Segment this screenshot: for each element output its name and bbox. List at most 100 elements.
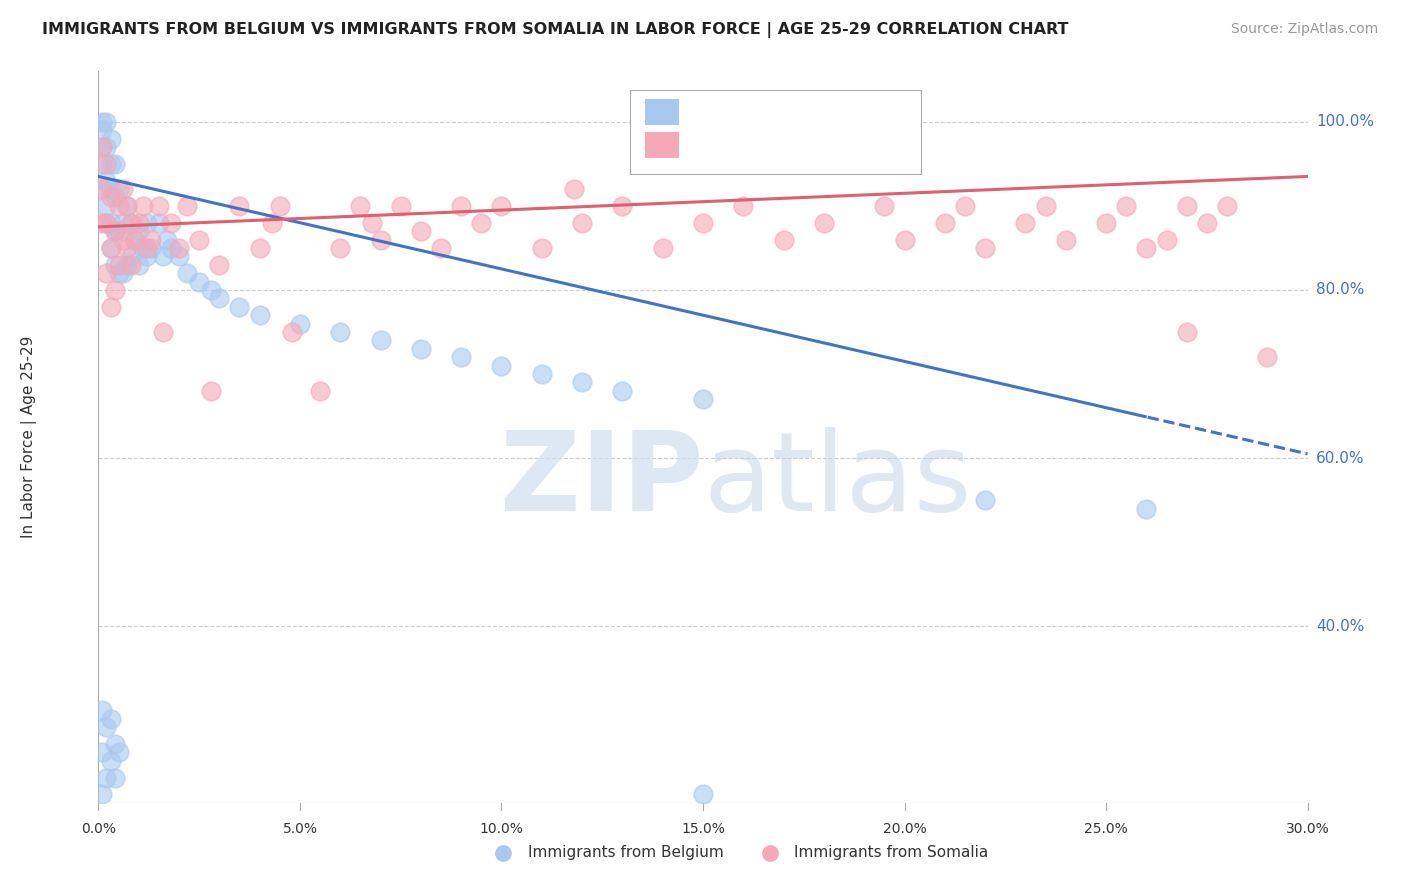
Point	[571, 376, 593, 390]
Point	[135, 241, 157, 255]
Point	[120, 249, 142, 263]
Point	[200, 283, 222, 297]
Point	[91, 745, 114, 759]
Point	[100, 712, 122, 726]
FancyBboxPatch shape	[645, 99, 679, 125]
Point	[160, 216, 183, 230]
Point	[188, 233, 211, 247]
Point	[450, 199, 472, 213]
Point	[692, 216, 714, 230]
Point	[103, 771, 125, 785]
Text: 30.0%: 30.0%	[1285, 822, 1330, 836]
Point	[1014, 216, 1036, 230]
Point	[128, 258, 150, 272]
Point	[249, 241, 271, 255]
Point	[120, 216, 142, 230]
Point	[111, 266, 134, 280]
Point	[1135, 501, 1157, 516]
Point	[115, 258, 138, 272]
Point	[124, 233, 146, 247]
Point	[370, 233, 392, 247]
Point	[409, 224, 432, 238]
Text: IMMIGRANTS FROM BELGIUM VS IMMIGRANTS FROM SOMALIA IN LABOR FORCE | AGE 25-29 CO: IMMIGRANTS FROM BELGIUM VS IMMIGRANTS FR…	[42, 22, 1069, 38]
Point	[208, 258, 231, 272]
Point	[1175, 199, 1198, 213]
Point	[103, 190, 125, 204]
Point	[1135, 241, 1157, 255]
Point	[692, 392, 714, 407]
Point	[107, 266, 129, 280]
Point	[103, 157, 125, 171]
Point	[1054, 233, 1077, 247]
Point	[1216, 199, 1239, 213]
Point	[96, 216, 118, 230]
Point	[103, 258, 125, 272]
Text: 60.0%: 60.0%	[1316, 450, 1364, 466]
Point	[100, 300, 122, 314]
Point	[152, 249, 174, 263]
Point	[91, 123, 114, 137]
Text: 40.0%: 40.0%	[1316, 619, 1364, 633]
Point	[100, 754, 122, 768]
Point	[893, 233, 915, 247]
FancyBboxPatch shape	[630, 90, 921, 174]
Point	[96, 266, 118, 280]
Point	[562, 182, 585, 196]
Point	[91, 157, 114, 171]
Point	[176, 266, 198, 280]
Point	[281, 325, 304, 339]
Point	[1256, 350, 1278, 364]
Point	[96, 174, 118, 188]
Point	[813, 216, 835, 230]
Point	[100, 216, 122, 230]
Point	[1035, 199, 1057, 213]
Point	[612, 199, 634, 213]
Text: R =  0.071  N = 74: R = 0.071 N = 74	[689, 136, 873, 153]
Point	[1115, 199, 1137, 213]
Point	[107, 258, 129, 272]
Point	[152, 325, 174, 339]
Text: 10.0%: 10.0%	[479, 822, 523, 836]
Point	[228, 300, 250, 314]
Text: ZIP: ZIP	[499, 427, 703, 534]
Point	[188, 275, 211, 289]
Point	[409, 342, 432, 356]
Point	[269, 199, 291, 213]
Point	[103, 737, 125, 751]
Text: 15.0%: 15.0%	[681, 822, 725, 836]
Point	[530, 241, 553, 255]
Point	[120, 258, 142, 272]
Point	[1195, 216, 1218, 230]
Point	[491, 199, 513, 213]
Point	[139, 241, 162, 255]
Point	[135, 216, 157, 230]
Point	[124, 233, 146, 247]
Point	[974, 493, 997, 508]
Point	[370, 334, 392, 348]
Point	[329, 241, 352, 255]
Point	[651, 241, 673, 255]
FancyBboxPatch shape	[645, 132, 679, 158]
Point	[156, 233, 179, 247]
Text: Immigrants from Belgium: Immigrants from Belgium	[527, 845, 724, 860]
Point	[128, 224, 150, 238]
Point	[160, 241, 183, 255]
Point	[111, 216, 134, 230]
Point	[934, 216, 956, 230]
Point	[167, 241, 190, 255]
Point	[208, 291, 231, 305]
Point	[115, 241, 138, 255]
Point	[873, 199, 896, 213]
Point	[128, 216, 150, 230]
Point	[772, 233, 794, 247]
Point	[96, 771, 118, 785]
Point	[91, 115, 114, 129]
Point	[115, 199, 138, 213]
Point	[91, 788, 114, 802]
Point	[1156, 233, 1178, 247]
Point	[115, 199, 138, 213]
Point	[103, 283, 125, 297]
Point	[91, 182, 114, 196]
Point	[176, 199, 198, 213]
Text: In Labor Force | Age 25-29: In Labor Force | Age 25-29	[21, 336, 37, 538]
